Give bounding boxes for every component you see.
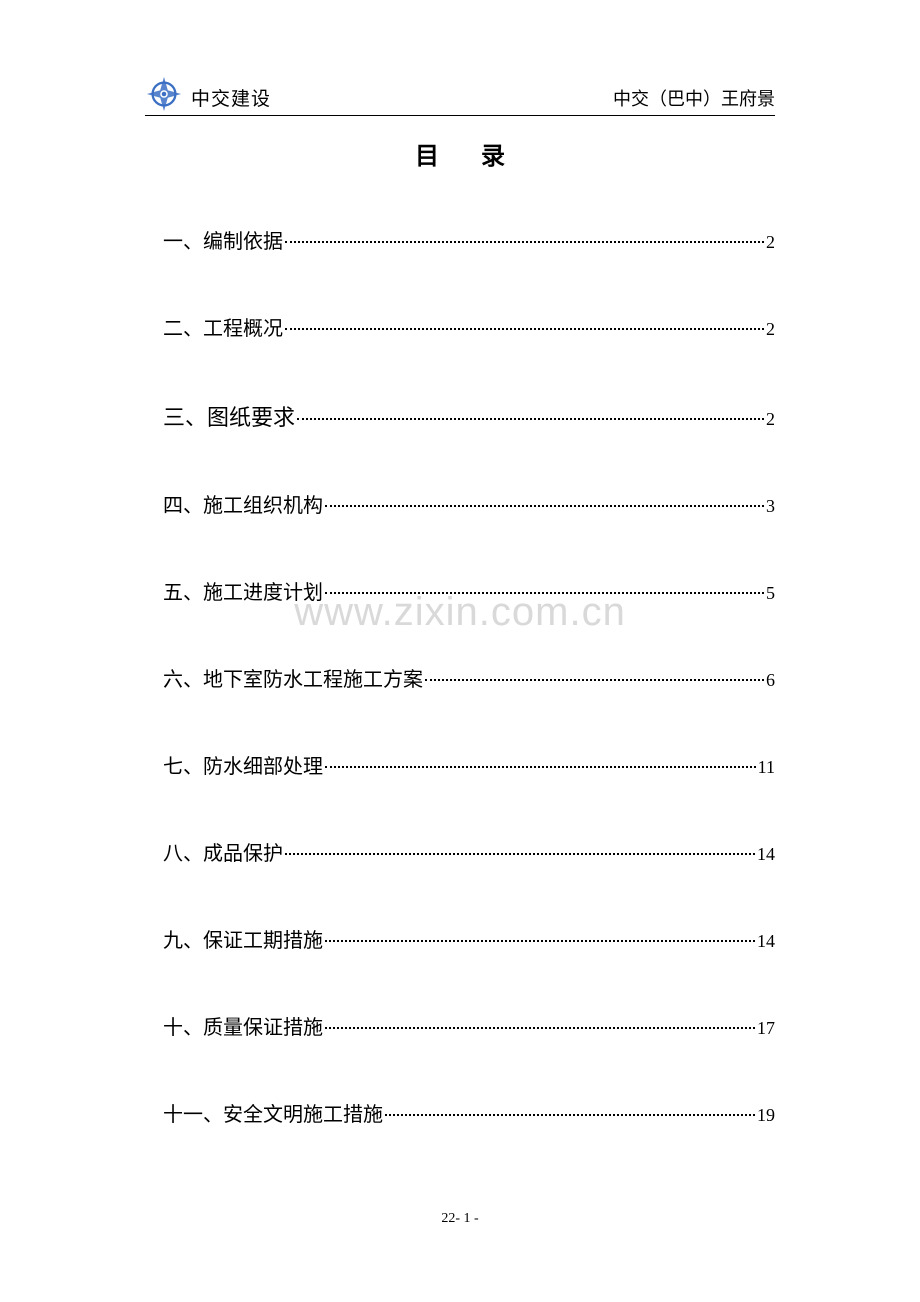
toc-dots	[425, 679, 764, 681]
toc-item: 四、施工组织机构 3	[163, 490, 775, 522]
toc-dots	[285, 853, 755, 855]
toc-label: 一、编制依据	[163, 226, 283, 258]
page-header: 中交建设 中交（巴中）王府景	[145, 75, 775, 116]
toc-label: 九、保证工期措施	[163, 925, 323, 957]
page-title: 目 录	[145, 136, 775, 171]
toc-page: 2	[766, 405, 775, 434]
header-left: 中交建设	[145, 75, 271, 113]
toc-label: 五、施工进度计划	[163, 577, 323, 609]
toc-item: 二、工程概况 2	[163, 313, 775, 345]
toc-dots	[325, 940, 755, 942]
toc-page: 11	[758, 753, 775, 782]
toc-label: 十、质量保证措施	[163, 1012, 323, 1044]
toc-page: 5	[766, 579, 775, 608]
toc-item: 八、成品保护 14	[163, 838, 775, 870]
toc-item: 六、地下室防水工程施工方案 6	[163, 664, 775, 696]
company-name: 中交建设	[191, 84, 271, 113]
toc-page: 14	[757, 840, 775, 869]
toc-label: 十一、安全文明施工措施	[163, 1099, 383, 1131]
toc-dots	[385, 1114, 755, 1116]
toc-list: 一、编制依据 2 二、工程概况 2 三、图纸要求 2 四、施工组织机构 3 五、…	[145, 226, 775, 1131]
toc-label: 四、施工组织机构	[163, 490, 323, 522]
toc-page: 6	[766, 666, 775, 695]
toc-dots	[325, 592, 764, 594]
toc-label: 七、防水细部处理	[163, 751, 323, 783]
toc-dots	[285, 328, 764, 330]
toc-label: 八、成品保护	[163, 838, 283, 870]
toc-page: 2	[766, 315, 775, 344]
toc-dots	[325, 766, 756, 768]
project-name: 中交（巴中）王府景	[613, 85, 775, 113]
toc-item: 七、防水细部处理 11	[163, 751, 775, 783]
toc-dots	[325, 1027, 755, 1029]
toc-label: 三、图纸要求	[163, 400, 295, 435]
toc-page: 3	[766, 492, 775, 521]
page-footer: 22- 1 -	[0, 1211, 920, 1227]
toc-item: 五、施工进度计划 5	[163, 577, 775, 609]
toc-page: 14	[757, 927, 775, 956]
toc-item: 十、质量保证措施 17	[163, 1012, 775, 1044]
toc-item: 九、保证工期措施 14	[163, 925, 775, 957]
toc-label: 六、地下室防水工程施工方案	[163, 664, 423, 696]
toc-page: 2	[766, 228, 775, 257]
toc-item: 一、编制依据 2	[163, 226, 775, 258]
toc-page: 19	[757, 1101, 775, 1130]
company-logo-icon	[145, 75, 183, 113]
toc-item: 三、图纸要求 2	[163, 400, 775, 435]
toc-dots	[325, 505, 764, 507]
toc-dots	[297, 418, 764, 420]
toc-label: 二、工程概况	[163, 313, 283, 345]
toc-dots	[285, 241, 764, 243]
toc-item: 十一、安全文明施工措施 19	[163, 1099, 775, 1131]
toc-page: 17	[757, 1014, 775, 1043]
